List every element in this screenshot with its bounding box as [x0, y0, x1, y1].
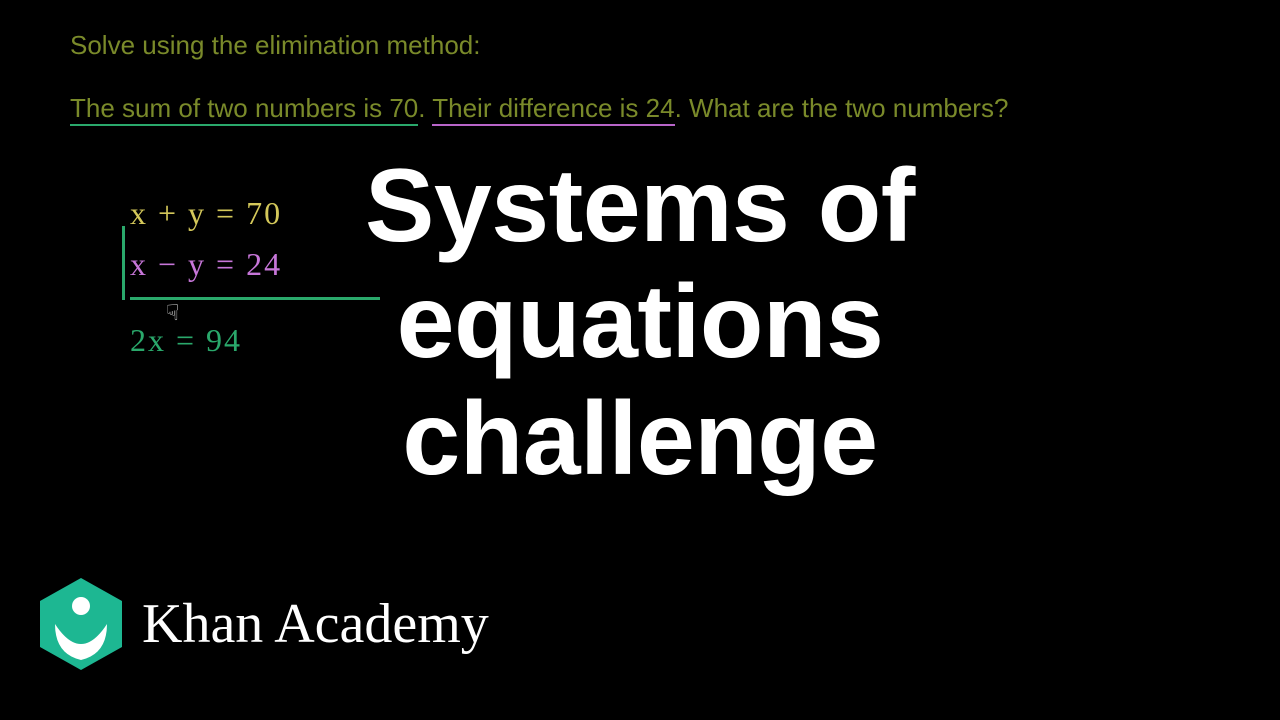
title-line-1: Systems of [0, 148, 1280, 264]
sentence-question: What are the two numbers? [689, 93, 1008, 123]
period-1: . [418, 93, 432, 123]
brand-logo-lockup: Khan Academy [38, 576, 489, 672]
title-line-2: equations [0, 264, 1280, 380]
khan-academy-logo-icon [38, 576, 124, 672]
brand-name-text: Khan Academy [142, 592, 489, 656]
sentence-sum: The sum of two numbers is 70 [70, 93, 418, 126]
period-2: . [675, 93, 689, 123]
sentence-difference: Their difference is 24 [432, 93, 674, 126]
problem-statement: Solve using the elimination method: The … [70, 28, 1220, 126]
instruction-text: Solve using the elimination method: [70, 28, 1220, 63]
title-line-3: challenge [0, 381, 1280, 497]
video-title: Systems of equations challenge [0, 148, 1280, 497]
